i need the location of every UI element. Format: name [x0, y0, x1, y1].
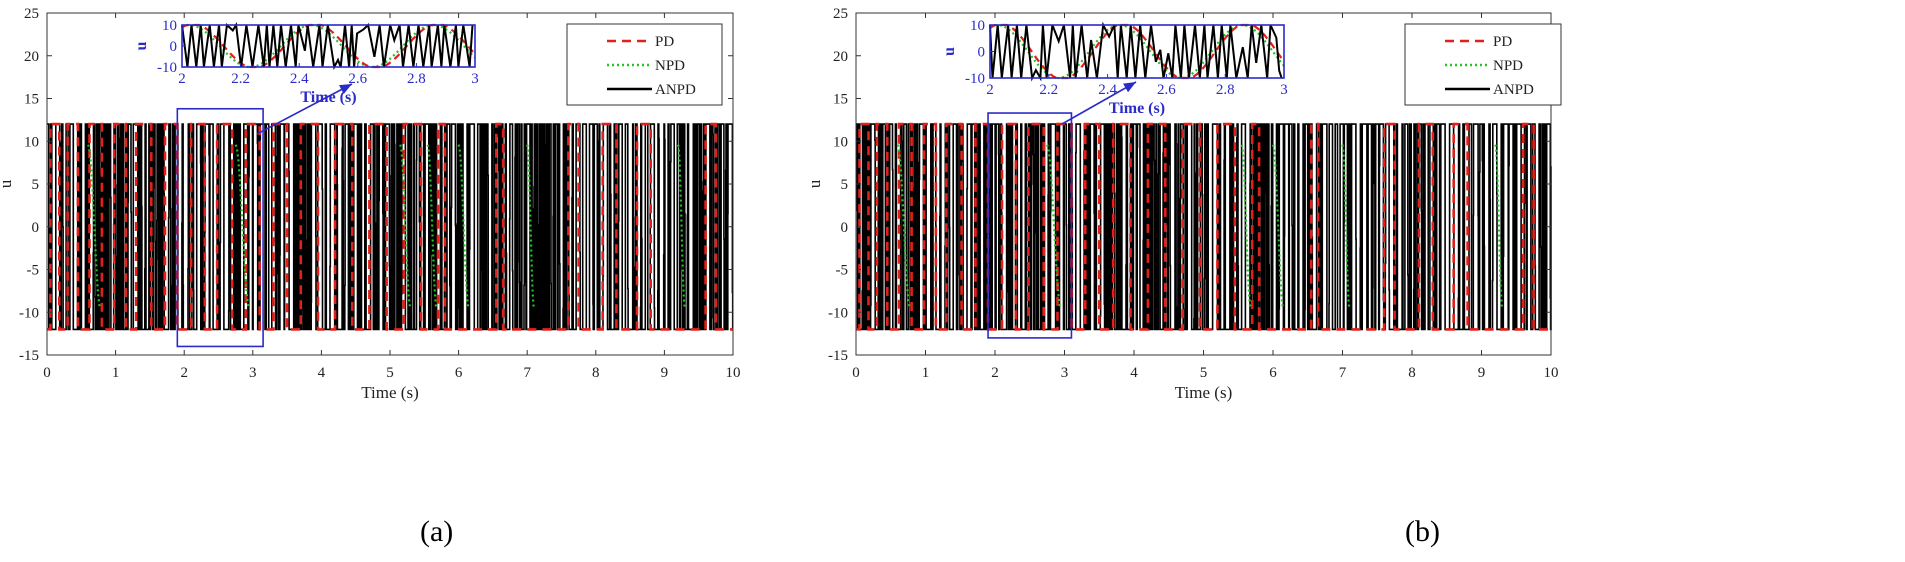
x-tick-label: 5: [1200, 365, 1208, 381]
inset-x-axis-label: Time (s): [1109, 100, 1165, 117]
x-tick-label: 7: [1339, 365, 1347, 381]
zoom-region-box: [176, 107, 264, 348]
panel-b-caption: (b): [1405, 515, 1440, 548]
pd-line: [46, 122, 733, 331]
zoom-region-box: [987, 112, 1073, 339]
inset-x-tick-label: 3: [471, 71, 479, 87]
legend-box: [1404, 23, 1562, 106]
zoom-arrow: [1061, 81, 1137, 125]
y-tick-label: 0: [32, 220, 40, 236]
anpd-line: [856, 123, 1552, 331]
inset-x-tick-label: 2.4: [1098, 82, 1117, 98]
x-tick-label: 6: [1269, 365, 1277, 381]
x-tick-label: 10: [726, 365, 741, 381]
x-tick-label: 2: [180, 365, 188, 381]
y-axis-label: u: [0, 179, 15, 188]
inset-y-tick-label: 0: [978, 45, 986, 61]
x-tick-label: 1: [112, 365, 120, 381]
inset-x-tick-label: 2.2: [231, 71, 250, 87]
zoom-arrow-head: [339, 84, 352, 95]
x-axis-label: Time (s): [361, 383, 418, 402]
x-tick-label: 6: [455, 365, 463, 381]
x-tick-label: 0: [852, 365, 860, 381]
pd-line: [855, 122, 1551, 331]
inset-x-tick-label: 2.4: [290, 71, 309, 87]
y-tick-label: 15: [24, 92, 39, 108]
anpd-line: [47, 123, 734, 331]
x-tick-label: 0: [43, 365, 51, 381]
inset-x-tick-label: 2: [178, 71, 186, 87]
inset-y-axis-label: u: [133, 41, 150, 50]
y-tick-label: 25: [24, 6, 39, 22]
x-tick-label: 1: [922, 365, 930, 381]
inset-x-tick-label: 3: [1280, 82, 1288, 98]
inset-y-axis-label: u: [941, 47, 958, 56]
inset-x-axis-label: Time (s): [300, 89, 356, 106]
inset-anpd-line: [989, 21, 1283, 82]
y-tick-label: 10: [833, 134, 848, 150]
inset-npd-line: [989, 23, 1285, 80]
y-tick-label: 5: [32, 177, 40, 193]
inset-pd-line: [989, 23, 1285, 80]
y-tick-label: -10: [828, 305, 848, 321]
y-axis-label: u: [805, 179, 824, 188]
y-tick-label: 20: [833, 49, 848, 65]
y-tick-label: 15: [833, 92, 848, 108]
x-tick-label: 8: [1408, 365, 1416, 381]
inset-x-tick-label: 2: [986, 82, 994, 98]
y-tick-label: -5: [27, 263, 40, 279]
legend-box: [566, 23, 723, 106]
x-tick-label: 8: [592, 365, 600, 381]
panel-a-caption: (a): [420, 515, 454, 548]
legend-label-pd: PD: [1493, 34, 1512, 50]
inset-x-tick-label: 2.2: [1039, 82, 1058, 98]
x-axis-label: Time (s): [1175, 383, 1232, 402]
y-tick-label: 10: [24, 134, 39, 150]
x-tick-label: 3: [249, 365, 257, 381]
x-tick-label: 9: [661, 365, 669, 381]
legend-label-anpd: ANPD: [1493, 82, 1534, 98]
x-tick-label: 4: [1130, 365, 1138, 381]
x-tick-label: 9: [1478, 365, 1486, 381]
zoom-arrow: [256, 83, 353, 135]
inset-x-tick-label: 2.8: [1216, 82, 1235, 98]
inset-x-tick-label: 2.8: [407, 71, 426, 87]
inset-y-tick-label: 10: [970, 18, 985, 34]
x-tick-label: 7: [523, 365, 531, 381]
y-tick-label: -10: [19, 305, 39, 321]
inset-npd-line: [181, 23, 476, 69]
y-tick-label: -15: [19, 348, 39, 364]
inset-y-tick-label: 10: [162, 18, 177, 34]
x-tick-label: 10: [1544, 365, 1559, 381]
y-tick-label: 5: [841, 177, 849, 193]
legend-label-npd: NPD: [1493, 58, 1523, 74]
inset-y-tick-label: 0: [170, 39, 178, 55]
y-tick-label: 20: [24, 49, 39, 65]
y-tick-label: -5: [836, 263, 849, 279]
y-tick-label: 25: [833, 6, 848, 22]
inset-x-tick-label: 2.6: [348, 71, 367, 87]
x-tick-label: 5: [386, 365, 394, 381]
inset-x-tick-label: 2.6: [1157, 82, 1176, 98]
x-tick-label: 3: [1061, 365, 1069, 381]
y-tick-label: -15: [828, 348, 848, 364]
x-tick-label: 2: [991, 365, 999, 381]
x-tick-label: 4: [318, 365, 326, 381]
inset-y-tick-label: -10: [157, 60, 177, 76]
inset-y-tick-label: -10: [965, 71, 985, 87]
legend-label-pd: PD: [655, 34, 674, 50]
legend-label-anpd: ANPD: [655, 82, 696, 98]
zoom-arrow-head: [1123, 82, 1136, 93]
y-tick-label: 0: [841, 220, 849, 236]
legend-label-npd: NPD: [655, 58, 685, 74]
